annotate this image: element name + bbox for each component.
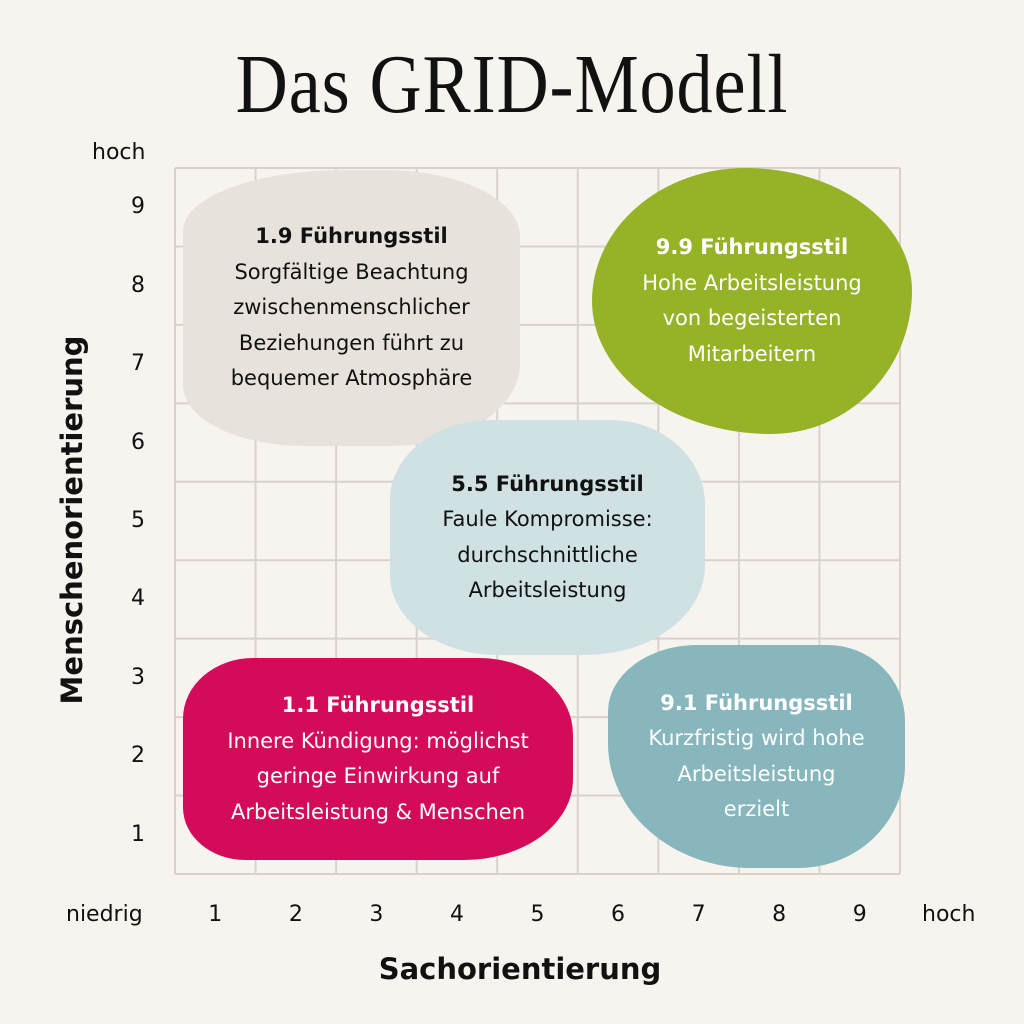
x-tick-label: 4	[449, 902, 464, 927]
style-text: Hohe Arbeitsleistung	[642, 270, 862, 295]
style-text: Kurzfristig wird hohe	[648, 726, 865, 750]
style-text: von begeisterten	[662, 306, 842, 330]
style-5-5-box: 5.5 Führungsstil Faule Kompromisse: durc…	[390, 420, 705, 655]
x-tick-label: 7	[691, 902, 706, 927]
style-1-1-box: 1.1 Führungsstil Innere Kündigung: mögli…	[183, 658, 573, 860]
style-text: geringe Einwirkung auf	[256, 764, 500, 788]
style-text: Faule Kompromisse:	[442, 507, 653, 531]
style-9-1-box: 9.1 Führungsstil Kurzfristig wird hohe A…	[608, 645, 905, 868]
style-text: bequemer Atmosphäre	[230, 366, 473, 391]
y-tick-label: 6	[131, 429, 145, 455]
y-tick-label: 5	[131, 508, 145, 533]
y-axis-high-label: hoch	[92, 140, 146, 165]
style-title: 9.1 Führungsstil	[660, 690, 853, 715]
x-tick-label: 2	[288, 902, 303, 927]
x-axis-label: Sachorientierung	[378, 952, 662, 986]
y-tick-label: 8	[131, 272, 145, 298]
y-tick-label: 7	[131, 351, 145, 377]
style-text: Arbeitsleistung	[468, 578, 627, 602]
style-1-9-box: 1.9 Führungsstil Sorgfältige Beachtung z…	[183, 170, 520, 446]
style-9-9-box: 9.9 Führungsstil Hohe Arbeitsleistung vo…	[592, 168, 912, 434]
x-axis-low-label: niedrig	[66, 902, 143, 927]
style-text: Sorgfältige Beachtung	[234, 259, 469, 284]
x-tick-label: 3	[369, 902, 384, 927]
style-text: Mitarbeitern	[687, 341, 817, 366]
x-tick-label: 6	[611, 902, 626, 927]
style-text: Beziehungen führt zu	[238, 330, 465, 355]
page-title: Das GRID-Modell	[235, 38, 789, 131]
y-tick-label: 3	[131, 664, 145, 690]
x-tick-label: 9	[852, 902, 867, 927]
style-text: erzielt	[723, 797, 790, 821]
x-axis-high-label: hoch	[922, 902, 976, 927]
style-title: 1.9 Führungsstil	[255, 224, 448, 249]
style-text: Arbeitsleistung & Menschen	[230, 799, 526, 824]
style-text: Arbeitsleistung	[677, 761, 836, 786]
style-title: 1.1 Führungsstil	[281, 693, 475, 717]
style-title: 5.5 Führungsstil	[451, 471, 644, 496]
style-title: 9.9 Führungsstil	[655, 235, 849, 259]
x-tick-label: 8	[772, 902, 787, 927]
y-tick-label: 1	[131, 821, 145, 847]
y-tick-label: 9	[131, 194, 145, 220]
y-tick-label: 4	[131, 586, 145, 612]
y-axis-label: Menschenorientierung	[55, 335, 89, 705]
style-text: Innere Kündigung: möglichst	[227, 728, 529, 753]
style-text: zwischenmenschlicher	[233, 295, 470, 320]
x-tick-label: 1	[208, 902, 223, 927]
y-tick-label: 2	[131, 743, 145, 769]
style-text: durchschnittliche	[457, 542, 638, 567]
x-tick-label: 5	[530, 902, 545, 927]
